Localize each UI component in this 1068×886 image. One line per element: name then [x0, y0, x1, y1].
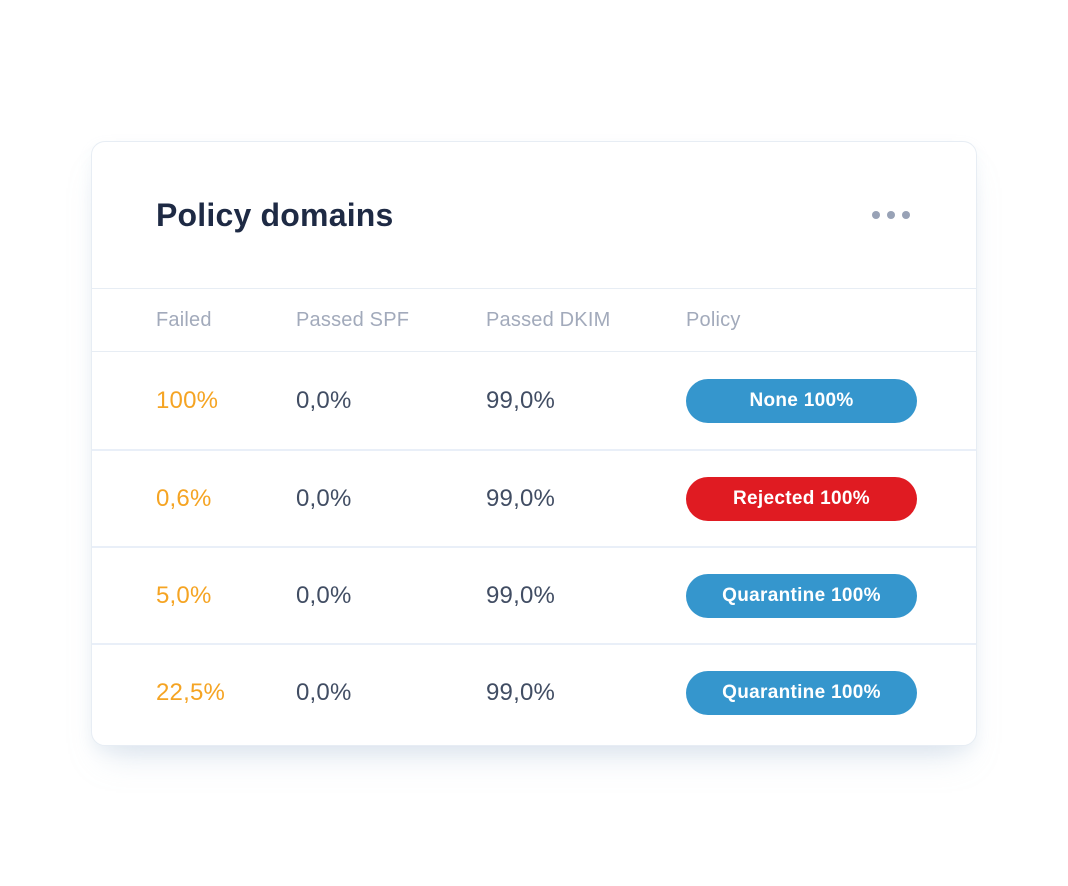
- passed-spf-value: 0,0%: [296, 678, 352, 706]
- table-header-row: Failed Passed SPF Passed DKIM Policy: [92, 288, 976, 352]
- page-title: Policy domains: [156, 196, 394, 233]
- column-header-passed-spf: Passed SPF: [296, 308, 410, 331]
- column-header-failed: Failed: [156, 308, 212, 331]
- passed-dkim-value: 99,0%: [486, 678, 556, 706]
- ellipsis-icon: [872, 211, 910, 219]
- table-row[interactable]: 100% 0,0% 99,0% None 100%: [92, 352, 976, 449]
- policy-badge: None 100%: [686, 378, 917, 423]
- passed-dkim-value: 99,0%: [486, 386, 556, 414]
- card-header: Policy domains: [92, 142, 976, 288]
- policy-badge: Quarantine 100%: [686, 670, 917, 715]
- failed-value: 5,0%: [156, 581, 212, 609]
- passed-spf-value: 0,0%: [296, 484, 352, 512]
- policy-badge: Quarantine 100%: [686, 573, 917, 618]
- passed-spf-value: 0,0%: [296, 386, 352, 414]
- passed-spf-value: 0,0%: [296, 581, 352, 609]
- column-header-passed-dkim: Passed DKIM: [486, 308, 611, 331]
- policy-domains-card: Policy domains Failed Passed SPF Passed …: [91, 141, 977, 746]
- failed-value: 22,5%: [156, 678, 226, 706]
- policy-badge: Rejected 100%: [686, 476, 917, 521]
- table-row[interactable]: 0,6% 0,0% 99,0% Rejected 100%: [92, 449, 976, 546]
- passed-dkim-value: 99,0%: [486, 484, 556, 512]
- passed-dkim-value: 99,0%: [486, 581, 556, 609]
- failed-value: 100%: [156, 386, 219, 414]
- table-row[interactable]: 5,0% 0,0% 99,0% Quarantine 100%: [92, 546, 976, 643]
- card-options-button[interactable]: [870, 203, 912, 227]
- failed-value: 0,6%: [156, 484, 212, 512]
- table-row[interactable]: 22,5% 0,0% 99,0% Quarantine 100%: [92, 643, 976, 740]
- column-header-policy: Policy: [686, 308, 741, 331]
